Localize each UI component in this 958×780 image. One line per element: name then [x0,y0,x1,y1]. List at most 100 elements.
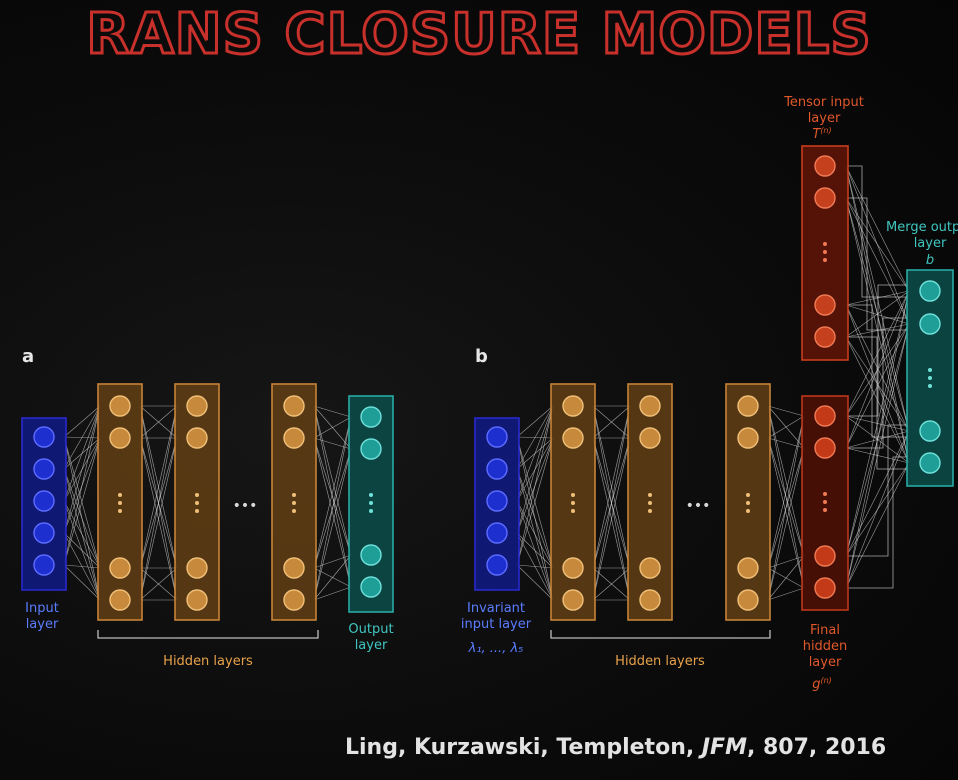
conn-b-hidden-3-b-final [767,437,805,557]
conn-a-hidden-1-a-hidden-2 [139,405,178,439]
conn-b-hidden-1-b-hidden-2 [592,437,631,601]
b-hidden-2-node-2 [639,427,661,449]
panel-b-ellipsis: ••• [686,498,711,514]
b-final-node-3 [814,545,836,567]
conn-b-hidden-3-b-final [767,587,805,601]
b-tensor [801,145,849,361]
conn-b-tensor-b-merge [845,336,910,464]
elbow-tensor-1 [848,165,907,298]
a-input-node-2 [33,458,55,480]
elbow-tensor-2 [848,197,907,331]
conn-b-tensor-b-merge [845,165,910,292]
elbow-final-2 [848,317,907,449]
panel-a-letter: a [22,346,34,367]
connections-layer [63,165,910,601]
b-merge-dot-3 [928,384,932,388]
citation-journal: JFM [701,735,747,760]
conn-b-input-b-hidden-1 [516,532,554,569]
conn-b-tensor-b-merge [845,304,910,325]
panel-b-input-label-1: Invariant [467,601,525,616]
conn-b-final-b-merge [845,323,910,449]
conn-a-hidden-3-a-output [313,448,352,601]
conn-a-hidden-3-a-output [313,405,352,556]
citation-authors: Ling, Kurzawski, Templeton, [345,735,702,760]
conn-a-hidden-1-a-hidden-2 [139,405,178,569]
b-merge-node-4 [919,452,941,474]
conn-a-input-a-hidden-1 [63,405,101,470]
conn-a-hidden-3-a-output [313,405,352,418]
conn-b-input-b-hidden-1 [516,437,554,566]
tensor-input-label-1: Tensor input [783,95,864,110]
citation-rest: , 807, 2016 [746,735,887,760]
b-tensor-dot-2 [823,250,827,254]
conn-a-input-a-hidden-1 [63,437,101,566]
a-hidden-2-node-4 [186,589,208,611]
b-final [801,395,849,611]
b-hidden-3-dot-1 [746,493,750,497]
conn-a-input-a-hidden-1 [63,500,101,569]
a-input-node-4 [33,522,55,544]
b-hidden-1-dot-1 [571,493,575,497]
a-hidden-3-dot-3 [292,509,296,513]
conn-a-input-a-hidden-1 [63,564,101,601]
merge-output-label-2: layer [914,236,947,251]
elbow-final-1 [848,284,907,417]
panel-b-hidden-label: Hidden layers [615,654,705,669]
merge-output-symbol: b [926,253,934,268]
conn-b-hidden-3-b-final [767,405,805,417]
conn-b-hidden-3-b-final [767,415,805,569]
a-hidden-2-node-1 [186,395,208,417]
b-hidden-3-node-3 [737,557,759,579]
conn-a-input-a-hidden-1 [63,405,101,566]
elbow-tensor-3 [848,304,907,438]
b-merge-node-3 [919,420,941,442]
conn-a-hidden-3-a-output [313,437,352,588]
conn-a-hidden-1-a-hidden-2 [139,567,178,601]
final-hidden-label-3: layer [809,655,842,670]
b-hidden-1-node-1 [562,395,584,417]
tensor-input-label-2: layer [808,111,841,126]
conn-b-hidden-3-b-final [767,437,805,589]
conn-b-tensor-b-merge [845,290,910,306]
b-final-node-1 [814,405,836,427]
conn-a-hidden-3-a-output [313,416,352,569]
conn-b-tensor-b-merge [845,336,910,432]
a-hidden-1-dot-3 [118,509,122,513]
layers-group [21,145,954,621]
a-output-dot-2 [369,501,373,505]
conn-b-hidden-1-b-hidden-2 [592,405,631,601]
conn-b-final-b-merge [845,462,910,589]
elbow-tensor-4 [848,336,907,470]
a-hidden-1 [97,383,143,621]
conn-b-input-b-hidden-1 [516,564,554,569]
b-tensor-dot-1 [823,242,827,246]
conn-b-hidden-3-b-final [767,555,805,569]
a-output [348,395,394,613]
panel-a-input-label-1: Input [25,601,59,616]
panel-b-input-label-2: input layer [461,617,532,632]
b-hidden-3-dot-3 [746,509,750,513]
b-hidden-3-node-4 [737,589,759,611]
conn-a-hidden-3-a-output [313,586,352,601]
a-input [21,417,67,591]
a-hidden-1-dot-1 [118,493,122,497]
a-hidden-2 [174,383,220,621]
conn-a-hidden-3-a-output [313,437,352,556]
a-input-node-1 [33,426,55,448]
b-merge [906,269,954,487]
conn-b-hidden-3-b-final [767,405,805,557]
conn-b-final-b-merge [845,323,910,589]
conn-b-hidden-3-b-final [767,415,805,439]
a-hidden-1-node-2 [109,427,131,449]
citation: Ling, Kurzawski, Templeton, JFM, 807, 20… [345,735,935,760]
b-hidden-1-node-4 [562,589,584,611]
b-hidden-2 [627,383,673,621]
conn-a-input-a-hidden-1 [63,405,101,534]
b-tensor-node-4 [814,326,836,348]
conn-b-tensor-b-merge [845,323,910,338]
conn-b-final-b-merge [845,290,910,557]
b-final-node-2 [814,437,836,459]
slide-title: RANS CLOSURE MODELS [85,1,872,69]
elbow-final-4 [848,456,907,589]
